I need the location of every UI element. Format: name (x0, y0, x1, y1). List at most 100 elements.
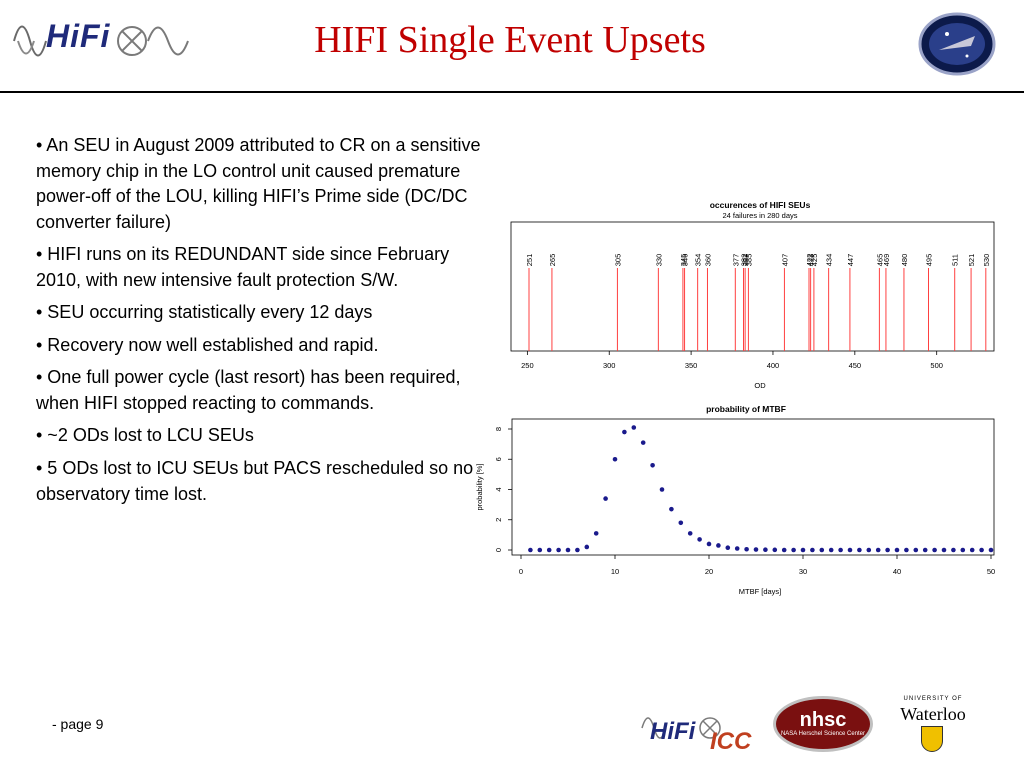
seu-x-tick-label: 500 (930, 361, 943, 370)
mtbf-point (960, 547, 966, 553)
seu-event-label: 345 (679, 254, 688, 267)
nhsc-logo: nhsc NASA Herschel Science Center (773, 696, 873, 752)
seu-event-label: 382 (739, 254, 748, 267)
seu-event-label: 265 (548, 254, 557, 267)
mtbf-point (800, 547, 806, 553)
mtbf-plot-frame (511, 418, 995, 556)
mtbf-point (537, 547, 543, 553)
mtbf-point (678, 520, 684, 526)
mtbf-y-tick-label: 8 (494, 427, 503, 431)
herschel-logo (917, 12, 997, 76)
mtbf-point (894, 547, 900, 553)
seu-event-label: 495 (925, 254, 934, 267)
mtbf-point (734, 546, 740, 551)
seu-x-tick-label: 300 (603, 361, 616, 370)
bullet-item: • One full power cycle (last resort) has… (36, 367, 461, 413)
mtbf-x-tick-label: 10 (611, 567, 619, 576)
mtbf-point (951, 547, 956, 553)
bullet-list: • An SEU in August 2009 attributed to CR… (36, 133, 482, 514)
mtbf-point (706, 541, 712, 547)
mtbf-point (716, 543, 721, 548)
seu-event-label: 480 (900, 254, 909, 267)
mtbf-point (603, 496, 608, 501)
mtbf-point (612, 456, 618, 462)
mtbf-point (593, 531, 599, 536)
footer-logos: HiFi ICC nhsc NASA Herschel Science Cent… (640, 694, 980, 760)
mtbf-point (847, 547, 853, 553)
nhsc-logo-subtext: NASA Herschel Science Center (780, 731, 866, 737)
mtbf-point (810, 547, 815, 553)
mtbf-point (528, 547, 533, 553)
mtbf-point (772, 547, 778, 553)
seu-x-tick-label: 450 (849, 361, 862, 370)
page-title: HIFI Single Event Upsets (314, 19, 706, 61)
bullet-item: • Recovery now well established and rapi… (36, 334, 379, 355)
mtbf-point (819, 547, 825, 553)
mtbf-y-tick-label: 4 (494, 487, 503, 491)
seu-chart-subtitle: 24 failures in 280 days (722, 211, 797, 220)
mtbf-point (941, 547, 947, 553)
title-divider (0, 91, 1024, 93)
seu-event-label: 383 (741, 254, 750, 267)
seu-event-label: 407 (780, 254, 789, 267)
mtbf-y-tick-label: 0 (494, 548, 503, 552)
mtbf-point (904, 547, 909, 553)
mtbf-point (838, 547, 843, 553)
mtbf-point (650, 463, 655, 468)
waterloo-logo-small: UNIVERSITY OF (903, 696, 963, 702)
mtbf-chart-title: probability of MTBF (706, 404, 786, 414)
mtbf-point (866, 547, 872, 553)
mtbf-point (640, 440, 646, 445)
hifi-icc-wave-icon (641, 717, 721, 739)
seu-event-label: 469 (882, 254, 891, 267)
mtbf-point (857, 547, 862, 553)
seu-event-label: 346 (681, 254, 690, 267)
charts-svg: occurences of HIFI SEUs 24 failures in 2… (475, 200, 995, 596)
bullet-item: • An SEU in August 2009 attributed to CR… (36, 135, 481, 232)
mtbf-point (979, 547, 984, 553)
mtbf-y-label: probability [%] (475, 463, 484, 510)
mtbf-x-tick-label: 30 (799, 567, 807, 576)
mtbf-x-label: MTBF [days] (739, 587, 782, 596)
mtbf-point (546, 547, 552, 553)
mtbf-point-group (528, 425, 994, 553)
mtbf-point (744, 546, 749, 552)
seu-event-label: 385 (744, 254, 753, 267)
seu-chart-title: occurences of HIFI SEUs (710, 200, 811, 210)
mtbf-x-tick-label: 40 (893, 567, 901, 576)
mtbf-point (753, 547, 759, 552)
bullet-item: • HIFI runs on its REDUNDANT side since … (36, 244, 450, 290)
mtbf-point (669, 506, 674, 512)
hifi-icc-logo-icc: ICC (710, 728, 752, 755)
seu-event-label: 377 (731, 254, 740, 267)
mtbf-point (922, 547, 928, 553)
mtbf-point (781, 547, 787, 553)
herschel-badge-icon (918, 12, 996, 76)
seu-event-label: 434 (825, 254, 834, 267)
seu-event-label: 465 (875, 254, 884, 267)
mtbf-point (763, 547, 768, 552)
mtbf-point (725, 545, 731, 551)
mtbf-y-tick-label: 6 (494, 457, 503, 461)
mtbf-x-tick-label: 20 (705, 567, 713, 576)
mtbf-point (828, 547, 834, 553)
hifi-icc-logo-hifi: HiFi (650, 718, 696, 745)
mtbf-point (988, 547, 994, 553)
hifi-logo: HiFi (12, 10, 192, 72)
bullet-item: • SEU occurring statistically every 12 d… (36, 302, 373, 323)
seu-axis-ticks: 250 300 350 400 450 500 (521, 351, 943, 370)
waterloo-logo-name: Waterloo (900, 704, 966, 724)
seu-event-label: 360 (703, 254, 712, 267)
mtbf-y-tick-label: 2 (494, 518, 503, 522)
mtbf-point (565, 547, 571, 553)
mtbf-x-tick-label: 0 (519, 567, 523, 576)
seu-event-label: 251 (525, 254, 534, 267)
bullet-item: • 5 ODs lost to ICU SEUs but PACS resche… (36, 458, 474, 504)
mtbf-point (631, 425, 637, 430)
seu-event-label: 354 (694, 254, 703, 267)
mtbf-x-tick-label: 50 (987, 567, 995, 576)
seu-x-label: OD (754, 381, 766, 390)
seu-event-label: 521 (967, 254, 976, 267)
seu-event-label: 330 (654, 254, 663, 267)
